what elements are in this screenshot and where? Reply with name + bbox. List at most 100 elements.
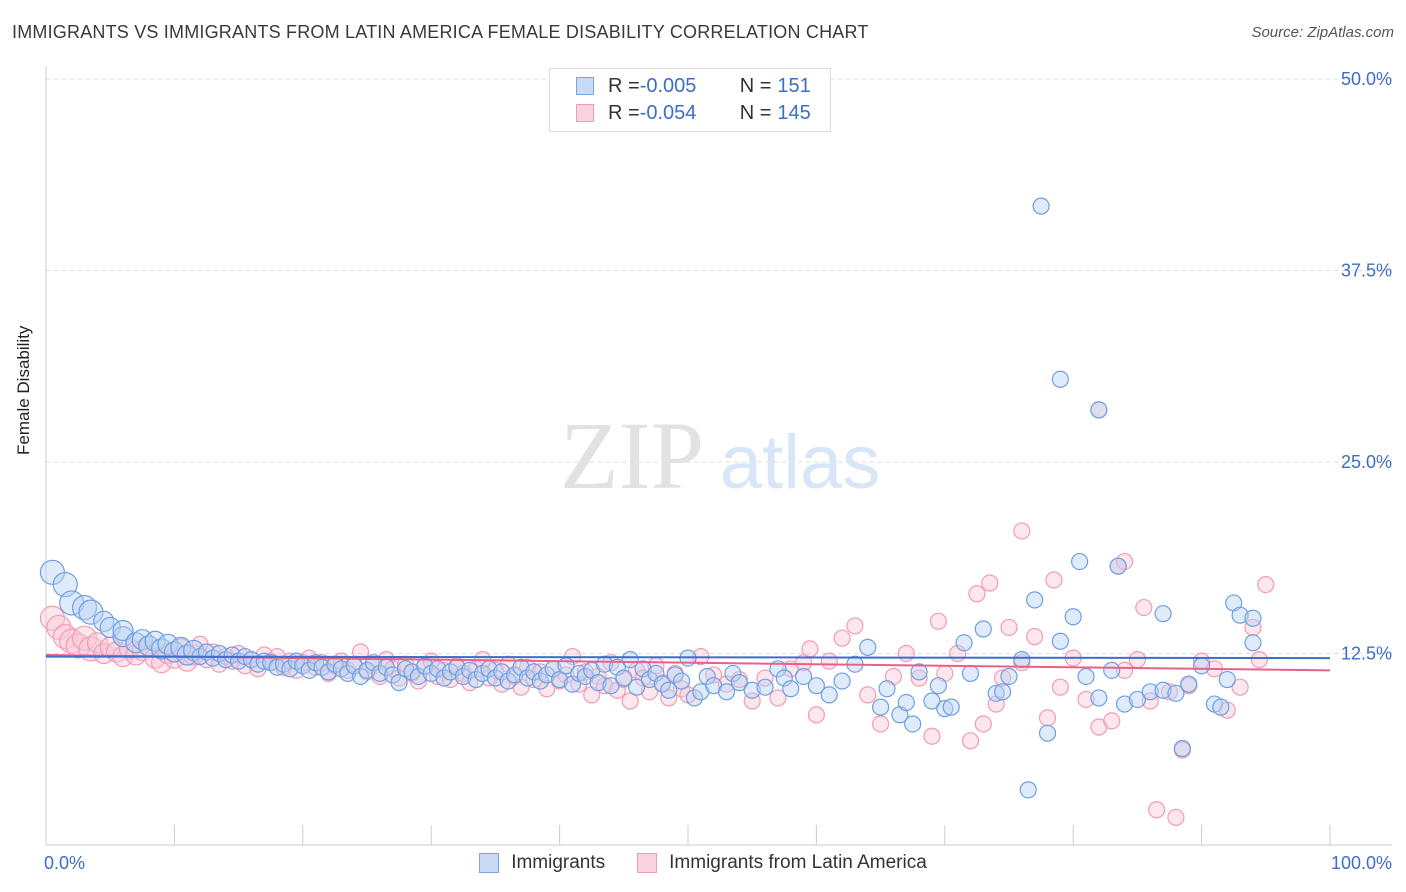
- data-point: [461, 661, 479, 679]
- data-point: [589, 674, 607, 692]
- data-point: [1038, 724, 1057, 742]
- data-point: [1154, 681, 1172, 699]
- data-point: [1148, 801, 1166, 819]
- data-point: [961, 664, 980, 683]
- y-tick-label: 12.5%: [1341, 644, 1392, 664]
- data-point: [717, 683, 736, 701]
- data-point: [756, 678, 774, 696]
- data-point: [807, 706, 826, 724]
- data-point: [628, 678, 646, 696]
- y-axis-label: Female Disability: [14, 325, 33, 455]
- legend-n-value: 151: [777, 74, 811, 97]
- data-point: [1026, 628, 1044, 646]
- data-point: [1064, 608, 1082, 626]
- data-point: [672, 672, 691, 690]
- data-point: [923, 692, 941, 710]
- data-point: [1141, 683, 1159, 701]
- data-point: [871, 698, 890, 716]
- data-point: [923, 727, 941, 745]
- data-point: [1180, 675, 1198, 693]
- data-point: [499, 672, 517, 690]
- data-point: [1244, 609, 1262, 627]
- legend-swatch-pink: [576, 104, 594, 122]
- data-point: [467, 670, 485, 689]
- data-point: [769, 660, 787, 678]
- data-point: [1103, 661, 1121, 679]
- legend-r-value: -0.054: [639, 101, 697, 124]
- correlation-legend: R = -0.005 N = 151 R = -0.054 N = 145: [549, 68, 831, 132]
- series-immigrants: [39, 197, 1262, 799]
- data-point: [634, 660, 652, 678]
- data-point: [640, 670, 659, 689]
- data-point: [223, 646, 241, 664]
- legend-r-label: R =: [608, 74, 640, 97]
- data-point: [531, 672, 549, 690]
- legend-row-latin-america: R = -0.054 N = 145: [550, 101, 811, 125]
- data-point: [993, 683, 1012, 701]
- data-point: [1032, 197, 1050, 215]
- axes: [45, 66, 1392, 846]
- x-tick-label: 100.0%: [1331, 853, 1392, 873]
- legend-n-value: 145: [777, 101, 811, 124]
- data-point: [1231, 606, 1249, 624]
- data-point: [1051, 370, 1069, 388]
- data-point: [653, 675, 671, 693]
- data-point: [1090, 401, 1108, 419]
- y-tick-label: 37.5%: [1341, 261, 1392, 281]
- data-point: [1051, 678, 1069, 696]
- data-point: [390, 674, 408, 692]
- data-point: [942, 698, 960, 716]
- chart-title: IMMIGRANTS VS IMMIGRANTS FROM LATIN AMER…: [12, 22, 869, 42]
- data-point: [454, 667, 472, 686]
- data-point: [1212, 698, 1230, 716]
- data-point: [595, 655, 614, 673]
- data-point: [756, 669, 774, 687]
- data-point: [955, 634, 973, 652]
- y-tick-label: 25.0%: [1341, 452, 1392, 472]
- data-point: [833, 629, 851, 647]
- data-point: [775, 669, 793, 687]
- data-point: [1051, 632, 1069, 650]
- legend-swatch-blue: [479, 853, 500, 873]
- legend-n-label: N =: [739, 74, 772, 97]
- data-point: [647, 664, 665, 683]
- data-point: [563, 675, 582, 693]
- data-point: [518, 669, 537, 687]
- grid-lines: [46, 78, 1392, 654]
- data-point: [1013, 651, 1031, 669]
- data-point: [1250, 651, 1268, 669]
- legend-item-latin-america: Immigrants from Latin America: [637, 852, 927, 874]
- trend-line-immigrants: [45, 655, 1331, 660]
- data-point: [1045, 571, 1063, 589]
- data-point: [929, 677, 947, 695]
- data-point: [807, 677, 826, 695]
- data-point: [1167, 808, 1185, 827]
- data-point: [1231, 678, 1249, 696]
- data-point: [621, 651, 639, 669]
- data-point: [897, 644, 915, 663]
- y-tick-label: 50.0%: [1341, 69, 1392, 89]
- data-point: [961, 732, 980, 750]
- data-point: [1071, 552, 1089, 571]
- data-point: [685, 689, 704, 707]
- data-point: [86, 632, 108, 654]
- data-point: [550, 670, 569, 689]
- data-point: [897, 693, 915, 712]
- data-point: [1115, 695, 1134, 713]
- watermark-zip: ZIP: [560, 402, 704, 509]
- data-point: [493, 663, 511, 681]
- data-point: [634, 669, 652, 687]
- legend-r-value: -0.005: [639, 74, 697, 97]
- data-point: [409, 672, 427, 690]
- data-point: [1109, 557, 1127, 575]
- legend-n-label: N =: [739, 101, 772, 124]
- data-point: [525, 663, 543, 681]
- data-point: [730, 674, 748, 692]
- data-point: [1173, 739, 1191, 758]
- data-point: [602, 677, 620, 695]
- legend-label-latin-america: Immigrants from Latin America: [669, 852, 927, 873]
- legend-row-immigrants: R = -0.005 N = 151: [550, 74, 811, 98]
- data-point: [621, 692, 639, 710]
- data-point: [1218, 670, 1236, 689]
